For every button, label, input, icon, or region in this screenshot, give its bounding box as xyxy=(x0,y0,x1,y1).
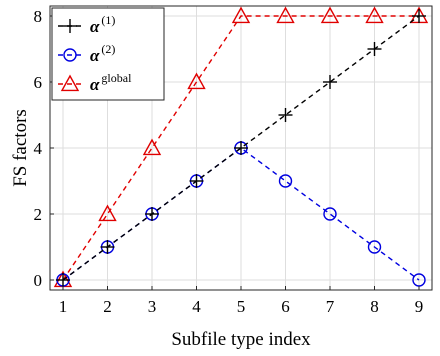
triangle-marker xyxy=(365,6,384,24)
plus-marker xyxy=(234,141,248,155)
y-tick-label: 8 xyxy=(34,7,43,26)
plus-marker xyxy=(56,273,70,287)
plus-marker xyxy=(323,75,337,89)
series-1 xyxy=(56,9,426,287)
y-tick-label: 0 xyxy=(34,271,43,290)
series-line xyxy=(62,15,420,281)
legend-entry-2: α (2) xyxy=(58,42,115,65)
plus-marker xyxy=(189,174,204,188)
triangle-marker xyxy=(231,6,251,24)
series-layer xyxy=(53,6,429,288)
plus-marker xyxy=(412,9,426,23)
legend: α (1) α (2) α global xyxy=(51,7,165,101)
x-tick-label: 9 xyxy=(415,297,424,316)
x-tick-label: 6 xyxy=(281,297,290,316)
plus-marker xyxy=(100,240,115,254)
triangle-marker xyxy=(187,72,206,90)
circle-marker xyxy=(278,174,293,188)
triangle-marker xyxy=(98,204,117,222)
plus-marker xyxy=(278,108,293,122)
circle-marker xyxy=(63,48,77,62)
x-tick-label: 3 xyxy=(148,297,157,316)
x-tick-label: 2 xyxy=(103,297,112,316)
circle-marker xyxy=(367,240,382,254)
legend-label: α global xyxy=(90,71,132,94)
plus-marker xyxy=(145,207,159,221)
y-tick-label: 2 xyxy=(34,205,43,224)
triangle-marker xyxy=(60,74,80,92)
x-axis-label: Subfile type index xyxy=(171,329,311,350)
x-tick-label: 7 xyxy=(326,297,335,316)
y-axis-label: FS factors xyxy=(10,109,31,187)
triangle-marker xyxy=(320,6,340,24)
x-tick-label: 1 xyxy=(59,297,68,316)
plus-marker xyxy=(367,42,382,56)
ticks: 1 2 3 4 5 6 7 8 9 0 2 4 6 8 xyxy=(34,7,424,316)
y-tick-label: 6 xyxy=(34,73,43,92)
circle-marker xyxy=(323,207,337,221)
series-3 xyxy=(53,6,429,288)
legend-entry-1: α (1) xyxy=(58,13,115,36)
series-line xyxy=(62,15,419,281)
triangle-marker xyxy=(142,138,162,156)
x-tick-label: 5 xyxy=(237,297,246,316)
x-tick-label: 8 xyxy=(370,297,379,316)
legend-entry-3: α global xyxy=(58,71,132,94)
y-tick-label: 4 xyxy=(34,139,43,158)
triangle-marker xyxy=(276,6,295,24)
legend-label: α (1) xyxy=(90,13,115,36)
plus-marker xyxy=(63,19,77,33)
x-tick-label: 4 xyxy=(192,297,201,316)
legend-label: α (2) xyxy=(90,42,115,65)
